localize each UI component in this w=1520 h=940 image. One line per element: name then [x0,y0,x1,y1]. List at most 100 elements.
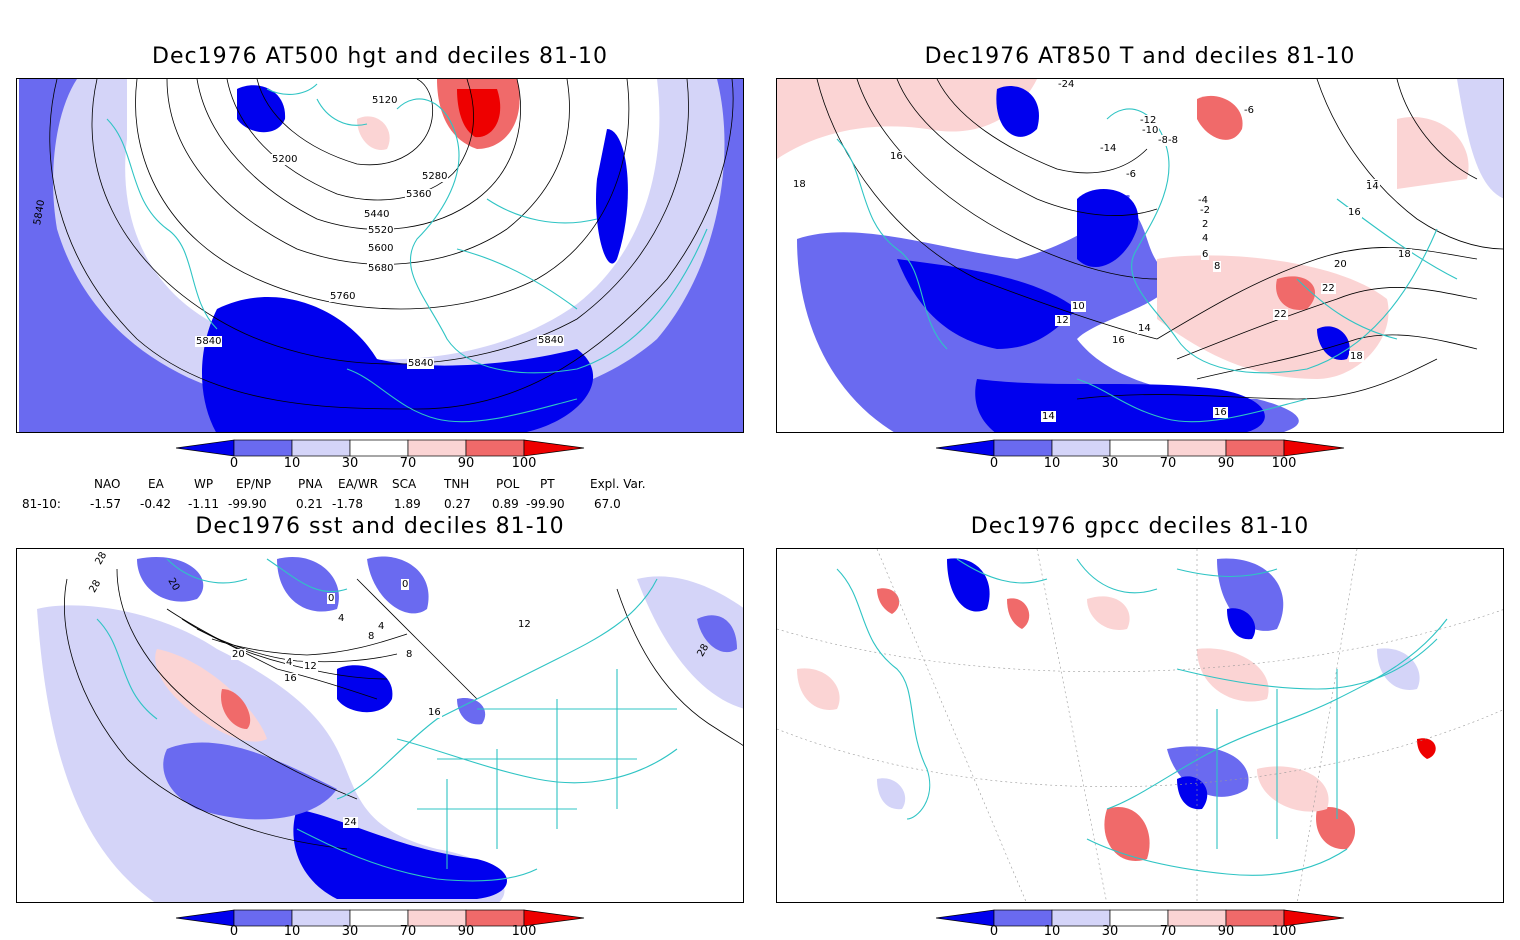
panel-title-4: Dec1976 gpcc deciles 81-10 [970,514,1310,539]
decile-region [125,79,660,360]
map-panel-sst: 28 28 20 0 0 4 8 4 20 4 12 16 16 24 28 8… [16,548,744,903]
decile-region [457,89,501,138]
decile-region [777,79,1037,159]
contour-line [1176,287,1478,360]
colorbar-tick-label: 90 [1217,456,1235,471]
contour-line [896,79,1158,216]
coastline [446,669,618,869]
map-hgt500 [19,79,743,432]
index-value: -99.90 [228,497,267,511]
colorbar-swatches [175,909,585,927]
contour-line [91,79,689,365]
coastline [106,118,218,330]
contour-line [166,608,378,700]
contour-label: 5120 [371,95,399,106]
index-row-label: 81-10: [22,497,61,511]
colorbar-swatch [523,909,585,927]
colorbar-4: 0 10 30 70 90 100 [935,908,1346,940]
colorbar-swatch [465,439,525,457]
index-header: WP [194,477,214,491]
contour-label: 0 [401,579,410,590]
decile-region [1397,117,1469,189]
decile-region [1457,79,1503,199]
index-value: 0.21 [296,497,323,511]
decile-region [1317,326,1350,360]
coastline [1076,378,1308,423]
contour-label: 18 [793,179,806,190]
index-value: 67.0 [594,497,621,511]
colorbar-tick-label: 30 [1101,456,1119,471]
contour-line [856,79,1158,280]
colorbar-tick-label: 100 [511,924,537,939]
colorbar-swatch [1283,909,1345,927]
decile-region [897,259,1077,349]
contour-label: 0 [327,593,336,604]
contour-label: 16 [283,673,298,684]
contour-label: 14 [1365,181,1380,192]
map-t850 [777,79,1503,432]
contour-label: 2 [1201,219,1210,230]
decile-region [1417,738,1436,759]
colorbar-swatch [1109,439,1169,457]
contour-label: 5600 [367,243,395,254]
index-header: PT [540,477,555,491]
colorbar-tick-label: 0 [229,456,239,471]
decile-region [237,85,286,133]
contour-label: -10 [1141,125,1160,136]
colorbar-swatch [233,439,293,457]
decile-region [1197,95,1243,140]
index-value: 1.89 [394,497,421,511]
contour-label: 16 [1111,335,1126,346]
contour-line [116,568,358,800]
decile-region [367,556,429,614]
index-header: SCA [392,477,417,491]
index-header: PNA [298,477,323,491]
contour-label: 8 [1213,261,1222,272]
index-table: NAO EA WP EP/NP PNA EA/WR SCA TNH POL PT… [22,474,722,514]
colorbar-3: 0 10 30 70 90 100 [175,908,586,940]
colorbar-tick-label: 100 [1271,456,1297,471]
contour-line [226,79,474,201]
decile-region [293,809,507,899]
contour-line [936,79,1148,174]
coastline [1176,638,1438,690]
decile-region [1087,596,1130,630]
contour-line [196,628,398,663]
contour-line [1396,79,1478,180]
decile-region [1007,598,1030,629]
contour-label: -6 [1243,105,1255,116]
contour-line [256,79,434,166]
contour-label: 22 [1321,283,1336,294]
index-value: -0.42 [140,497,172,511]
coastline [266,83,368,126]
contour-label: 18 [1397,249,1412,260]
decile-region [1227,608,1256,640]
decile-region [277,557,339,612]
panel-title-2: Dec1976 AT850 T and deciles 81-10 [924,44,1356,69]
colorbar-tick-label: 30 [1101,924,1119,939]
contour-label: 6 [1201,249,1210,260]
map-gpcc [777,549,1503,902]
index-header: NAO [94,477,121,491]
contour-label: 8 [367,631,376,642]
map-panel-gpcc [776,548,1504,903]
colorbar-tick-label: 70 [1159,456,1177,471]
colorbar-swatch [291,439,351,457]
colorbar-1: 0 10 30 70 90 100 [175,438,586,478]
contour-label: 12 [303,661,318,672]
colorbar-tick-label: 0 [989,456,999,471]
index-value: -1.78 [332,497,364,511]
coastline [396,738,678,784]
decile-region [637,576,743,709]
contour-label: -12 [1139,115,1158,126]
graticule-line [777,709,1503,787]
contour-label: 20 [1333,259,1348,270]
colorbar-tick-label: 100 [511,456,537,471]
colorbar-swatch [175,909,235,927]
decile-region [163,742,337,820]
contour-label: 18 [1349,351,1364,362]
coastline [336,578,658,800]
contour-label: 5200 [271,154,299,165]
colorbar-tick-label: 70 [1159,924,1177,939]
contour-label: 20 [231,649,246,660]
